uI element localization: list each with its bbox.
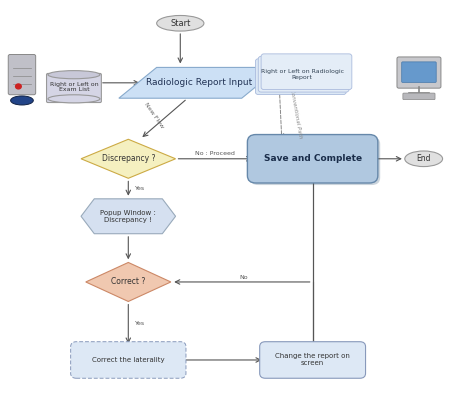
Text: Right or Left on
Exam List: Right or Left on Exam List <box>50 82 98 92</box>
Text: Yes: Yes <box>135 186 145 191</box>
Text: End: End <box>417 154 431 163</box>
FancyBboxPatch shape <box>258 56 349 92</box>
Ellipse shape <box>48 95 100 103</box>
FancyBboxPatch shape <box>71 342 186 378</box>
Polygon shape <box>81 139 175 178</box>
FancyBboxPatch shape <box>250 137 380 185</box>
Text: Conventional Path: Conventional Path <box>289 88 303 139</box>
Text: Discrepancy ?: Discrepancy ? <box>101 154 155 163</box>
FancyBboxPatch shape <box>8 54 36 95</box>
Polygon shape <box>81 199 175 234</box>
Text: Correct ?: Correct ? <box>111 277 146 286</box>
FancyBboxPatch shape <box>261 54 352 89</box>
Ellipse shape <box>10 96 33 105</box>
Text: Save and Complete: Save and Complete <box>264 154 362 163</box>
Text: New Flow: New Flow <box>144 102 165 129</box>
Text: Popup Window :
Discrepancy !: Popup Window : Discrepancy ! <box>100 210 156 223</box>
FancyBboxPatch shape <box>397 57 441 88</box>
Text: No: No <box>240 275 248 280</box>
Polygon shape <box>119 68 280 98</box>
Ellipse shape <box>405 151 443 166</box>
FancyBboxPatch shape <box>46 73 101 103</box>
FancyBboxPatch shape <box>255 59 346 94</box>
FancyBboxPatch shape <box>401 62 436 82</box>
Ellipse shape <box>156 16 204 31</box>
Text: Start: Start <box>170 19 191 28</box>
FancyBboxPatch shape <box>247 135 378 183</box>
Circle shape <box>16 84 21 89</box>
Polygon shape <box>86 262 171 302</box>
Text: No : Proceed: No : Proceed <box>195 151 235 156</box>
Text: Change the report on
screen: Change the report on screen <box>275 353 350 367</box>
Text: Radiologic Report Input: Radiologic Report Input <box>146 78 252 87</box>
FancyBboxPatch shape <box>260 342 365 378</box>
FancyBboxPatch shape <box>403 93 435 100</box>
Text: Yes: Yes <box>135 321 145 325</box>
Text: Correct the laterality: Correct the laterality <box>92 357 164 363</box>
Text: Right or Left on Radiologic
Report: Right or Left on Radiologic Report <box>261 69 344 80</box>
Ellipse shape <box>48 70 100 79</box>
